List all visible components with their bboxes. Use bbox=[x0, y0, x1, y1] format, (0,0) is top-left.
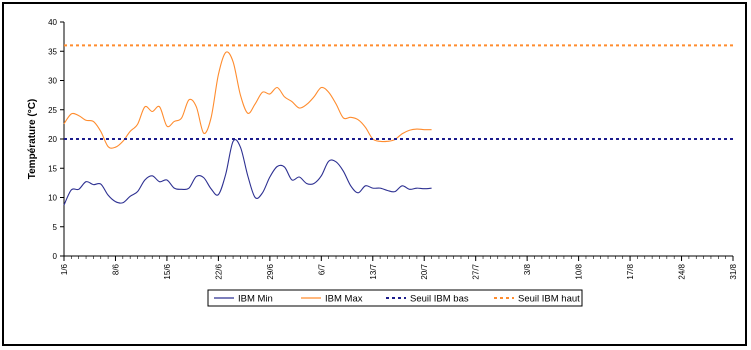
axes: 0 5 10 15 20 25 30 35 40 1/6 8/6 15/6 22/6 29/6 6/7 13/… bbox=[48, 18, 738, 280]
x-tick-label: 31/8 bbox=[729, 263, 738, 279]
y-tick-label: 40 bbox=[48, 18, 57, 27]
legend: IBM Min IBM Max Seuil IBM bas Seuil IBM hau… bbox=[207, 289, 583, 307]
series-layer bbox=[63, 44, 733, 206]
x-tick-label: 8/6 bbox=[111, 263, 120, 275]
x-tick-label: 13/7 bbox=[369, 263, 378, 279]
y-tick-label: 30 bbox=[48, 77, 57, 86]
x-tick-label: 27/7 bbox=[472, 263, 481, 279]
legend-label-3: Seuil IBM haut bbox=[518, 294, 580, 305]
x-tick-label: 17/8 bbox=[626, 263, 635, 279]
x-tick-label: 3/8 bbox=[523, 263, 532, 275]
series-line-1 bbox=[63, 51, 432, 149]
x-tick-label: 24/8 bbox=[678, 263, 687, 279]
legend-label-1: IBM Max bbox=[325, 294, 363, 305]
x-tick-label: 1/6 bbox=[60, 263, 69, 275]
legend-label-2: Seuil IBM bas bbox=[410, 294, 469, 305]
y-tick-label: 15 bbox=[48, 164, 57, 173]
x-tick-label: 20/7 bbox=[420, 263, 429, 279]
y-tick-label: 35 bbox=[48, 47, 57, 56]
x-tick-label: 15/6 bbox=[163, 263, 172, 279]
y-axis-title: Température (°C) bbox=[27, 99, 38, 180]
x-tick-label: 29/6 bbox=[266, 263, 275, 279]
y-tick-label: 0 bbox=[53, 252, 58, 261]
x-tick-label: 22/6 bbox=[214, 263, 223, 279]
x-tick-label: 10/8 bbox=[575, 263, 584, 279]
y-tick-label: 5 bbox=[53, 223, 58, 232]
series-line-0 bbox=[63, 139, 432, 206]
y-tick-label: 25 bbox=[48, 106, 57, 115]
y-tick-label: 10 bbox=[48, 194, 57, 203]
x-tick-label: 6/7 bbox=[317, 263, 326, 275]
chart-frame bbox=[2, 2, 747, 346]
legend-label-0: IBM Min bbox=[238, 294, 273, 305]
y-tick-label: 20 bbox=[48, 135, 57, 144]
